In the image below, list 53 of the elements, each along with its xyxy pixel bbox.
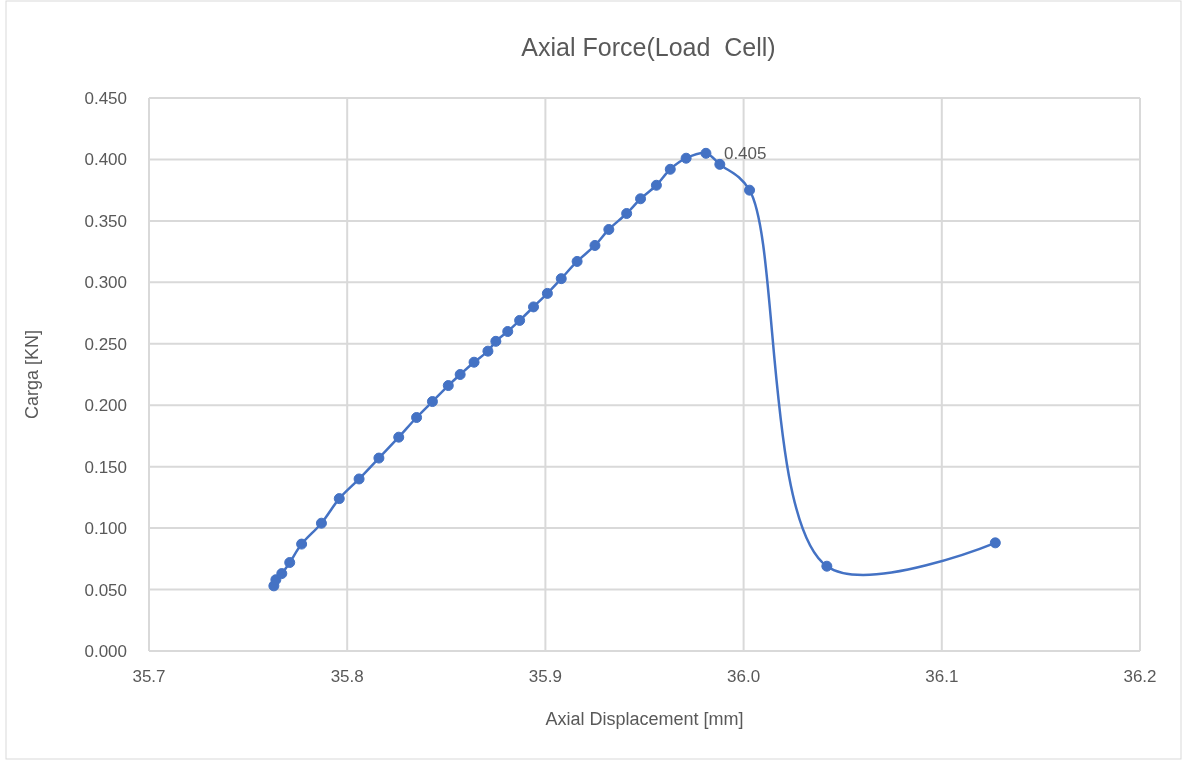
point [621, 208, 633, 220]
point [528, 301, 540, 313]
y-tick-label: 0.450 [84, 88, 127, 108]
x-tick-label: 36.1 [925, 667, 959, 686]
point [502, 325, 514, 337]
point [490, 335, 502, 347]
point [276, 568, 288, 580]
y-tick-label: 0.050 [84, 580, 127, 600]
y-tick-label: 0.100 [84, 519, 127, 539]
point [442, 380, 454, 392]
point [821, 560, 833, 572]
point [393, 431, 405, 443]
point [333, 493, 345, 505]
point [284, 557, 296, 569]
y-tick-label: 0.300 [84, 273, 127, 293]
y-tick-label: 0.150 [84, 457, 127, 477]
point [650, 179, 662, 191]
point [411, 412, 423, 424]
x-tick-label: 35.8 [330, 667, 364, 686]
x-tick-label: 36.2 [1123, 667, 1157, 686]
point [468, 356, 480, 368]
point [454, 369, 466, 380]
point [373, 452, 385, 464]
x-tick-label: 35.7 [132, 667, 166, 686]
point [680, 152, 692, 164]
point [296, 538, 308, 550]
point [426, 396, 438, 408]
point [353, 473, 365, 485]
point [989, 537, 1001, 549]
x-tick-label: 36.0 [727, 667, 761, 686]
point [700, 147, 712, 159]
y-tick-label: 0.000 [84, 641, 127, 661]
y-tick-label: 0.200 [84, 396, 127, 416]
point [714, 158, 726, 170]
y-tick-label: 0.250 [84, 334, 127, 354]
point [664, 163, 676, 175]
point [744, 184, 756, 196]
point [541, 287, 553, 299]
x-axis-title: Axial Displacement [mm] [545, 709, 744, 729]
point [635, 193, 647, 205]
point [603, 223, 615, 235]
y-tick-label: 0.400 [84, 150, 127, 170]
point [315, 517, 327, 529]
chart-title: Axial Force(Load Cell) [521, 33, 776, 61]
x-tick-label: 35.9 [528, 667, 562, 686]
data-label: 0.405 [723, 144, 767, 164]
point [571, 255, 583, 267]
point [514, 314, 526, 326]
point [482, 345, 494, 357]
point [555, 273, 567, 285]
y-axis-title: Carga [KN] [22, 329, 42, 420]
point [589, 239, 601, 251]
y-tick-label: 0.350 [84, 211, 127, 231]
